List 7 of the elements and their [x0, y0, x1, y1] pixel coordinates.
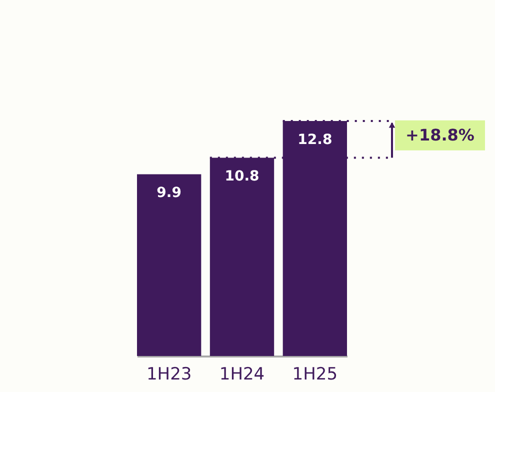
text: +18.8% [406, 125, 474, 144]
data-label: 12.8 [298, 132, 332, 148]
x-tick-label: 1H23 [146, 364, 192, 384]
x-tick-label: 1H25 [292, 364, 338, 384]
x-tick-label: 1H24 [219, 364, 265, 384]
data-label: 9.9 [156, 185, 182, 202]
data-label: 10.8 [224, 168, 260, 185]
